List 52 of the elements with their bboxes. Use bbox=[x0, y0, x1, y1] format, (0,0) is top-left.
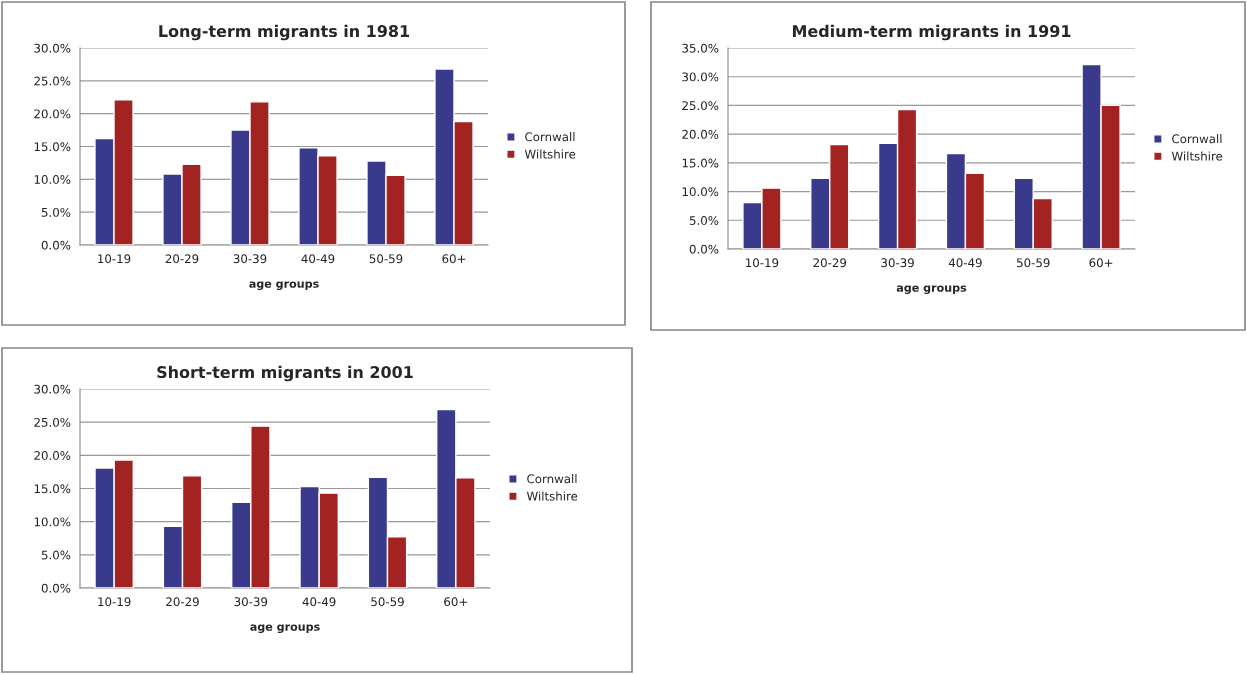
y-tick-label: 15.0% bbox=[682, 158, 719, 168]
legend-label: Wiltshire bbox=[1171, 151, 1223, 161]
x-tick-label: 20-29 bbox=[166, 597, 199, 607]
y-tick-label: 10.0% bbox=[682, 187, 719, 197]
y-tick-label: 20.0% bbox=[34, 451, 71, 460]
y-tick-label: 0.0% bbox=[41, 583, 71, 593]
legend-label: Cornwall bbox=[525, 132, 575, 142]
y-tick-label: 0.0% bbox=[689, 244, 719, 254]
y-tick-label: 30.0% bbox=[34, 43, 71, 53]
y-tick-label: 25.0% bbox=[34, 76, 71, 86]
x-axis-title: age groups bbox=[249, 281, 319, 291]
x-tick-label: 20-29 bbox=[813, 258, 847, 268]
y-tick-label: 25.0% bbox=[682, 101, 719, 111]
x-tick-label: 50-59 bbox=[371, 597, 404, 607]
legend-label: Cornwall bbox=[527, 474, 577, 484]
legend-label: Wiltshire bbox=[524, 149, 576, 159]
y-tick-label: 5.0% bbox=[689, 216, 719, 225]
y-tick-label: 30.0% bbox=[682, 72, 719, 82]
x-tick-label: 50-59 bbox=[369, 254, 403, 264]
y-tick-label: 10.0% bbox=[34, 517, 71, 527]
legend-label: Wiltshire bbox=[526, 491, 578, 501]
x-tick-label: 50-59 bbox=[1017, 258, 1050, 268]
y-tick-label: 20.0% bbox=[34, 109, 71, 119]
y-tick-label: 25.0% bbox=[34, 417, 71, 427]
x-axis-title: age groups bbox=[250, 624, 320, 634]
x-tick-label: 60+ bbox=[444, 597, 468, 607]
x-tick-label: 40-49 bbox=[302, 597, 336, 607]
chart-title: Short-term migrants in 2001 bbox=[157, 365, 413, 382]
y-tick-label: 15.0% bbox=[34, 142, 71, 152]
x-tick-label: 60+ bbox=[442, 254, 466, 264]
x-tick-label: 10-19 bbox=[98, 254, 131, 264]
x-tick-label: 10-19 bbox=[746, 258, 779, 268]
y-tick-label: 10.0% bbox=[34, 175, 71, 184]
legend-label: Cornwall bbox=[1172, 134, 1222, 144]
x-axis-title: age groups bbox=[896, 285, 967, 295]
x-tick-label: 40-49 bbox=[301, 254, 335, 264]
x-tick-label: 30-39 bbox=[234, 597, 268, 607]
x-tick-label: 30-39 bbox=[881, 258, 914, 268]
x-tick-label: 20-29 bbox=[165, 254, 199, 264]
x-tick-label: 40-49 bbox=[948, 258, 982, 268]
x-tick-label: 30-39 bbox=[233, 254, 267, 264]
y-tick-label: 15.0% bbox=[34, 484, 71, 494]
x-tick-label: 10-19 bbox=[98, 597, 131, 607]
chart-title: Medium-term migrants in 1991 bbox=[792, 24, 1071, 41]
chart-title: Long-term migrants in 1981 bbox=[159, 24, 410, 41]
y-tick-label: 30.0% bbox=[34, 384, 71, 394]
x-tick-label: 60+ bbox=[1089, 258, 1113, 268]
y-tick-label: 5.0% bbox=[41, 550, 71, 560]
y-tick-label: 5.0% bbox=[41, 207, 71, 217]
y-tick-label: 20.0% bbox=[682, 129, 719, 139]
y-tick-label: 35.0% bbox=[682, 43, 719, 53]
y-tick-label: 0.0% bbox=[41, 240, 71, 250]
